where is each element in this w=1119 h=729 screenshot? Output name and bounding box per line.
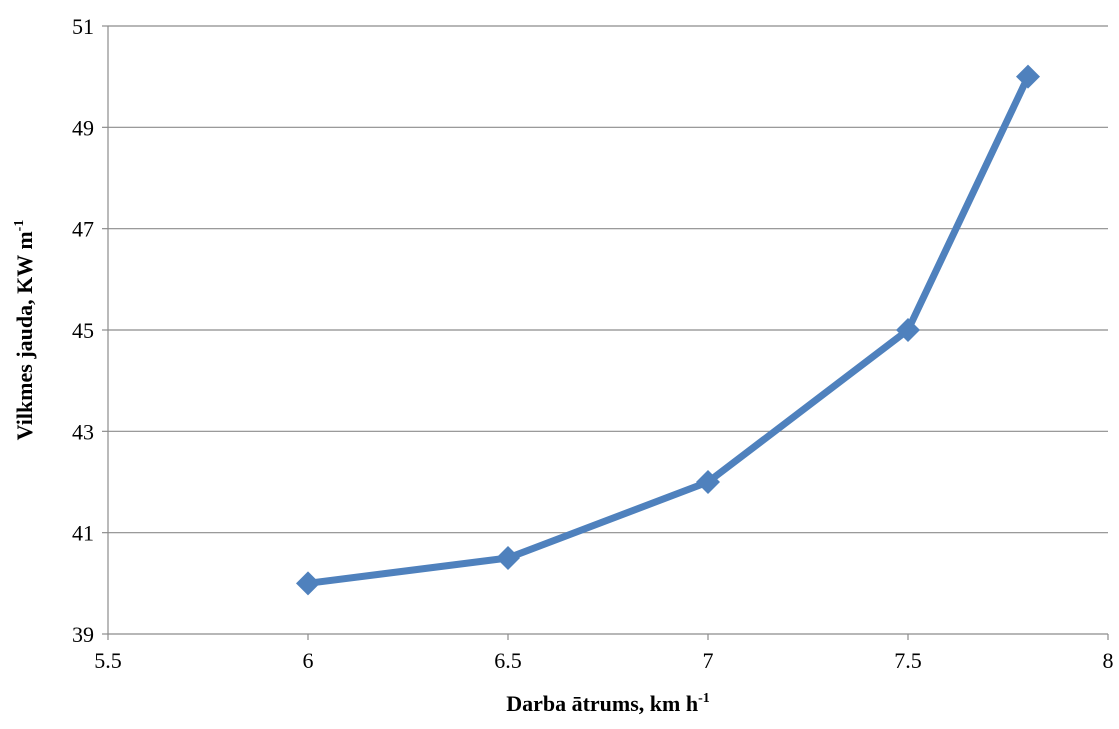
y-tick-label: 51: [72, 14, 94, 39]
x-tick-label: 6.5: [494, 648, 522, 673]
data-point-marker: [496, 546, 520, 570]
x-axis-title-text: Darba ātrums, km h: [506, 691, 698, 716]
y-tick-label: 49: [72, 115, 94, 140]
axes: [102, 25, 1109, 640]
axis-titles: Darba ātrums, km h-1 Vilkmes jauda, KW m…: [12, 220, 710, 716]
y-axis-title: Vilkmes jauda, KW m-1: [12, 220, 37, 441]
x-axis-title: Darba ātrums, km h-1: [506, 691, 710, 716]
x-tick-label: 7: [703, 648, 714, 673]
y-axis-title-superscript: -1: [12, 220, 27, 232]
y-axis-title-text: Vilkmes jauda, KW m: [12, 231, 37, 440]
data-point-marker: [1016, 64, 1040, 89]
data-point-marker: [296, 571, 320, 596]
data-point-marker: [696, 470, 720, 494]
gridlines: [108, 25, 1108, 534]
series: [296, 64, 1040, 596]
x-tick-label: 5.5: [94, 648, 122, 673]
tick-labels: 39 41 43 45 47 49 51 5.5 6 6.5 7 7.5 8: [72, 14, 1114, 673]
x-tick-label: 8: [1103, 648, 1114, 673]
x-axis-title-superscript: -1: [698, 691, 710, 706]
y-tick-label: 45: [72, 318, 94, 343]
y-tick-label: 41: [72, 521, 94, 546]
data-point-marker: [896, 318, 920, 342]
y-tick-label: 47: [72, 217, 94, 242]
x-tick-label: 6: [303, 648, 314, 673]
y-tick-label: 39: [72, 622, 94, 647]
x-tick-label: 7.5: [894, 648, 922, 673]
y-tick-label: 43: [72, 419, 94, 444]
